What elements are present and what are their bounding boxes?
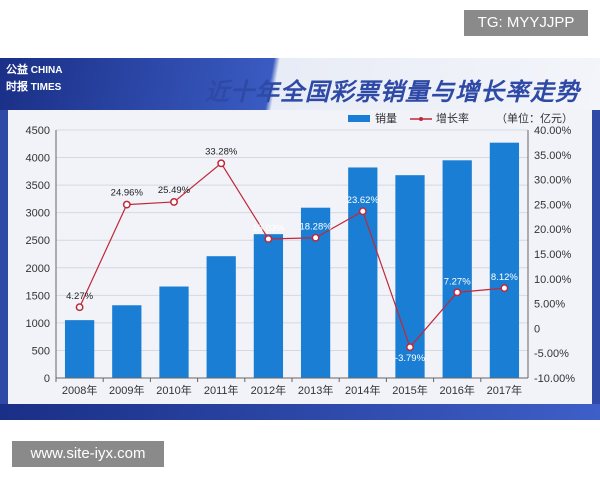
y-left-tick-label: 0 (44, 373, 50, 385)
y-right-tick-label: 5.00% (534, 299, 565, 311)
legend-line-marker (419, 117, 423, 121)
growth-point (311, 233, 320, 242)
growth-point (217, 159, 226, 168)
y-right-tick-label: 25.00% (534, 199, 572, 211)
growth-point (122, 200, 131, 209)
axes: 0 500 1000 1500 2000 2500 3000 3500 4000 4500 -10.… (26, 125, 576, 397)
logo-cn-1: 公益 (6, 63, 28, 76)
growth-line: 4.27% 24.96% 25.49% 33.28% 18.03% 18.28% 23.62… (66, 146, 518, 364)
y-right-tick-label: 15.00% (534, 249, 572, 261)
logo-en-1: CHINA (30, 65, 63, 76)
growth-polyline (79, 162, 505, 349)
bar (64, 320, 95, 378)
china-times-logo: 公益 CHINA 时报 TIMES (6, 64, 68, 104)
logo-cn-2: 时报 (6, 80, 28, 93)
x-tick-label: 2012年 (251, 383, 286, 397)
y-left-tick-label: 4000 (26, 153, 50, 165)
growth-point (170, 198, 178, 206)
x-tick-label: 2011年 (204, 383, 239, 397)
y-left-tick-label: 1000 (26, 318, 50, 330)
growth-data-label: 18.28% (299, 222, 332, 233)
growth-data-label: 24.96% (111, 188, 144, 199)
legend: 销量 增长率 （单位：亿元） (348, 111, 573, 125)
tag-badge: TG: MYYJJPP (464, 10, 588, 36)
x-tick-label: 2014年 (345, 383, 380, 397)
x-tick-label: 2015年 (392, 383, 427, 397)
y-right-tick-label: 20.00% (534, 224, 572, 236)
growth-data-label: 18.03% (252, 223, 285, 234)
y-left-tick-label: 3500 (26, 180, 50, 192)
y-right-tick-label: 30.00% (534, 175, 572, 187)
legend-bar-swatch (348, 115, 370, 122)
chart-svg: 销量 增长率 （单位：亿元） 4.27% 24.96% 25.49% 33.28% 18… (26, 111, 576, 397)
y-left-tick-label: 2000 (26, 263, 50, 275)
y-right-tick-label: -10.00% (534, 373, 575, 385)
legend-line-label: 增长率 (436, 111, 469, 125)
growth-data-label: 25.49% (158, 185, 191, 196)
growth-point (500, 284, 509, 293)
y-right-tick-label: -5.00% (534, 348, 569, 360)
plot-card: 销量 增长率 （单位：亿元） 4.27% 24.96% 25.49% 33.28% 18… (8, 110, 592, 404)
x-tick-label: 2009年 (109, 383, 144, 397)
watermark: www.site-iyx.com (12, 441, 164, 467)
bar (206, 256, 236, 378)
x-tick-label: 2013年 (298, 383, 333, 397)
growth-data-label: 23.62% (347, 195, 380, 206)
growth-data-label: 7.27% (444, 276, 471, 287)
growth-data-label: 4.27% (66, 291, 93, 302)
x-tick-label: 2010年 (156, 383, 191, 397)
bar (300, 207, 331, 378)
y-right-tick-label: 35.00% (534, 150, 572, 162)
y-left-tick-label: 4500 (26, 125, 50, 137)
bar (442, 160, 472, 378)
bar (348, 167, 378, 378)
growth-data-label: 8.12% (491, 272, 518, 283)
unit-label: （单位：亿元） (496, 111, 573, 125)
y-right-tick-label: 40.00% (534, 125, 572, 137)
bar (253, 234, 284, 378)
growth-point (453, 288, 462, 297)
y-left-tick-label: 3000 (26, 208, 50, 220)
bar (159, 286, 189, 378)
banner-footer (0, 404, 600, 420)
y-right-tick-label: 0 (534, 323, 540, 335)
x-tick-label: 2017年 (487, 383, 522, 397)
bar (112, 305, 142, 378)
growth-point (406, 343, 414, 352)
growth-point (264, 235, 273, 243)
y-left-tick-label: 1500 (26, 290, 50, 302)
bars (64, 142, 520, 378)
logo-en-2: TIMES (30, 82, 62, 93)
x-tick-label: 2008年 (62, 383, 97, 397)
banner-header: 公益 CHINA 时报 TIMES 近十年全国彩票销量与增长率走势图 (0, 58, 600, 141)
growth-data-label: 33.28% (205, 146, 238, 157)
x-tick-label: 2016年 (439, 383, 474, 397)
bar (489, 142, 520, 378)
growth-point (75, 303, 84, 312)
chart-banner: 公益 CHINA 时报 TIMES 近十年全国彩票销量与增长率走势图 销量 增长… (0, 58, 600, 420)
growth-point (358, 207, 367, 216)
y-right-tick-label: 10.00% (534, 274, 572, 286)
growth-data-label: -3.79% (395, 353, 426, 364)
legend-bar-label: 销量 (375, 111, 397, 125)
y-left-tick-label: 2500 (26, 235, 50, 247)
y-left-tick-label: 500 (32, 345, 50, 357)
